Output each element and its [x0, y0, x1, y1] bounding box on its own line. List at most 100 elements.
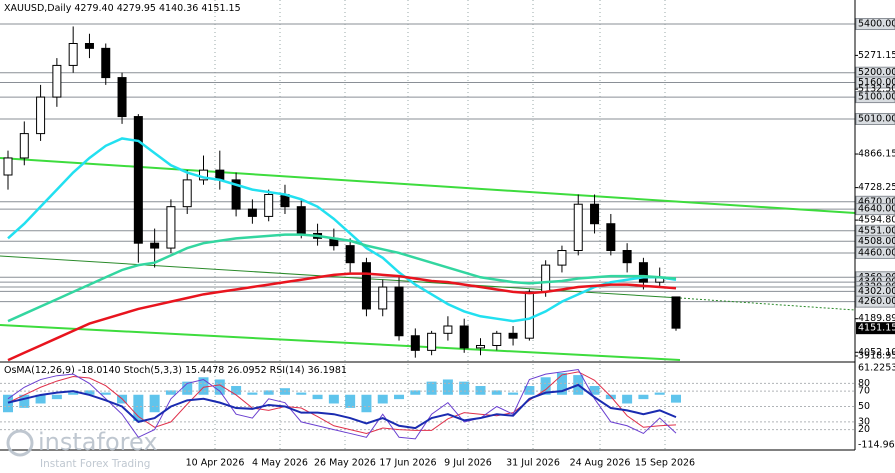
candle-body [84, 42, 94, 49]
osma-bar [459, 381, 470, 395]
stoch-signal-value: 26.0952 [227, 365, 266, 376]
osma-bar [475, 386, 486, 395]
osma-bar [84, 390, 95, 395]
moving-average [7, 137, 677, 323]
y-tick-label: 3918.95 [858, 351, 895, 362]
watermark: instaforex Instant Forex Trading [6, 428, 158, 470]
chart-title: XAUUSD,Daily 4279.40 4279.95 4140.36 415… [4, 3, 241, 14]
candle-body [3, 157, 13, 176]
x-tick-label: 31 Jul 2026 [506, 458, 560, 469]
symbol: XAUUSD,Daily [4, 3, 72, 14]
osma-bar [263, 390, 274, 395]
osma-bar [410, 390, 421, 395]
level-label-box [855, 76, 895, 89]
candle-body [361, 262, 371, 310]
level-label: 4640.00 [858, 204, 895, 215]
trend-line [679, 297, 856, 311]
osma-bar [165, 390, 176, 395]
x-tick-label: 15 Sep 2026 [635, 458, 695, 469]
close: 4151.15 [201, 3, 240, 14]
candle-body [492, 332, 502, 346]
indicator-tick-label: 70 [858, 386, 870, 397]
osma-bar [361, 394, 372, 413]
y-tick-label: 4866.15 [858, 149, 895, 160]
osma-bar [671, 394, 681, 403]
candle-body [557, 250, 567, 266]
level-label-box [855, 295, 895, 308]
y-tick-label: 4189.89 [858, 313, 895, 324]
indicator-tick-label: 20 [858, 424, 870, 435]
osma-bar [133, 394, 144, 421]
osma-bar [247, 392, 258, 395]
trend-line [0, 324, 681, 361]
osma-bar [654, 392, 665, 395]
level-label-box [855, 112, 895, 125]
osma-bar [68, 392, 79, 395]
level-label-box [855, 203, 895, 216]
stoch-signal-line [7, 371, 677, 434]
rsi-line [7, 383, 677, 430]
trend-line [0, 255, 681, 299]
candle-body [590, 203, 600, 225]
candle-body [459, 325, 469, 349]
low: 4140.36 [159, 3, 198, 14]
y-tick-label: 4052.10 [858, 347, 895, 358]
y-tick-label: 4594.80 [858, 215, 895, 226]
level-label: 4508.00 [858, 236, 895, 247]
stoch-title: Stoch(5,3,3) [124, 365, 182, 376]
x-tick-label: 26 May 2026 [314, 458, 376, 469]
level-label: 4302.00 [858, 286, 895, 297]
level-label: 4260.00 [858, 296, 895, 307]
osma-bar [622, 394, 633, 404]
indicator-tick-label: 80 [858, 378, 870, 389]
osma-bar [296, 392, 307, 395]
osma-bar [149, 394, 160, 413]
rsi-title: RSI(14) [270, 365, 305, 376]
osma-bar [312, 394, 323, 400]
candle-body [133, 116, 143, 244]
candle-body [410, 335, 420, 351]
osma-bar [100, 392, 111, 395]
moving-average [7, 272, 677, 362]
logo [6, 429, 34, 457]
level-label: 4551.00 [858, 225, 895, 236]
osma-tick-label: 61.2253 [858, 363, 895, 374]
level-label: 5100.00 [858, 92, 895, 103]
candle-body [541, 264, 551, 293]
candle-body [247, 208, 257, 217]
moving-average [7, 233, 677, 323]
osma-bar [345, 394, 356, 408]
indicator-header: OsMA(12,26,9) -18.0140 Stoch(5,3,3) 15.4… [4, 365, 347, 376]
brand: instaforex [38, 428, 158, 456]
candle-body [378, 286, 388, 310]
osma-bar [51, 394, 62, 400]
osma-bar [377, 394, 388, 404]
level-label: 4460.00 [858, 247, 895, 258]
candle-body [36, 96, 46, 135]
candle-body [264, 193, 274, 217]
candle-body [101, 47, 111, 79]
osma-bar [3, 394, 13, 413]
slogan: Instant Forex Trading [40, 458, 150, 470]
y-tick-label: 5132.50 [858, 84, 895, 95]
x-tick-label: 9 Jul 2026 [444, 458, 492, 469]
candle-body [19, 133, 29, 159]
candle-body [166, 206, 176, 249]
candle-body [606, 223, 616, 252]
x-tick-label: 17 Jun 2026 [379, 458, 436, 469]
stoch-main-value: 15.4478 [185, 365, 224, 376]
candle-body [150, 242, 160, 249]
osma-bar [231, 386, 242, 395]
candle-body [524, 291, 534, 339]
x-tick-label: 10 Apr 2026 [186, 458, 245, 469]
level-label-box [855, 246, 895, 259]
osma-bar [540, 377, 551, 395]
osma-bar [182, 381, 193, 395]
level-label: 5010.00 [858, 113, 895, 124]
level-label: 5200.00 [858, 67, 895, 78]
level-label: 5160.00 [858, 77, 895, 88]
osma-bar [214, 379, 225, 395]
y-tick-label: 4728.25 [858, 182, 895, 193]
level-label: 4670.00 [858, 196, 895, 207]
osma-tick-label: -114.967 [858, 440, 895, 451]
